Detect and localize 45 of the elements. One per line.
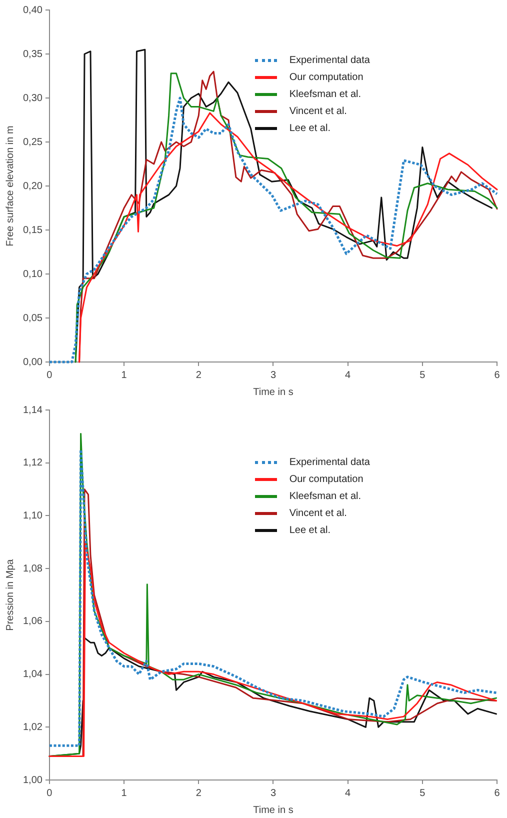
x-tick-label: 5 (420, 788, 426, 799)
y-tick-label: 0,25 (22, 136, 43, 148)
legend-label: Experimental data (289, 456, 370, 470)
y-tick-label: 1,04 (22, 669, 43, 680)
y-tick-label: 1,00 (22, 774, 43, 786)
legend-label: Vincent et al. (289, 105, 347, 120)
y-tick-label: 1,06 (22, 616, 43, 628)
x-tick-label: 6 (494, 788, 500, 799)
x-axis-title: Time in s (253, 804, 294, 816)
y-tick-label: 1,12 (22, 458, 43, 469)
x-tick-label: 5 (420, 370, 426, 381)
x-tick-label: 1 (121, 370, 128, 381)
x-tick-label: 2 (196, 788, 202, 799)
x-axis-title: Time in s (253, 386, 294, 398)
y-axis-title: Free surface elevation in m (4, 126, 16, 246)
x-tick-label: 4 (345, 370, 352, 381)
x-tick-label: 3 (270, 370, 276, 381)
legend-label: Kleefsman et al. (289, 88, 362, 102)
legend-label: Lee et al. (289, 122, 330, 136)
y-tick-label: 0,35 (22, 48, 43, 60)
x-tick-label: 1 (121, 788, 128, 799)
x-tick-label: 2 (196, 370, 202, 381)
y-tick-label: 1,10 (22, 510, 43, 522)
x-tick-label: 6 (494, 370, 500, 381)
legend-label: Our computation (289, 473, 364, 488)
y-tick-label: 1,14 (22, 404, 43, 416)
x-tick-label: 3 (270, 788, 276, 799)
legend-label: Our computation (289, 71, 364, 86)
y-tick-label: 1,08 (22, 563, 43, 574)
legend-label: Kleefsman et al. (289, 490, 362, 504)
x-tick-label: 0 (46, 370, 53, 381)
x-tick-label: 0 (46, 788, 53, 799)
y-tick-label: 0,05 (22, 312, 43, 324)
y-tick-label: 0,10 (22, 268, 43, 280)
y-tick-label: 1,02 (22, 722, 43, 733)
y-axis-title: Pression in Mpa (4, 558, 16, 631)
legend-label: Vincent et al. (289, 507, 347, 522)
y-tick-label: 0,20 (22, 180, 43, 192)
y-tick-label: 0,00 (22, 356, 43, 368)
x-tick-label: 4 (345, 788, 352, 799)
legend-label: Lee et al. (289, 524, 330, 538)
y-tick-label: 0,40 (22, 4, 43, 16)
legend-label: Experimental data (289, 54, 370, 68)
y-tick-label: 0,30 (22, 92, 43, 104)
y-tick-label: 0,15 (22, 224, 43, 236)
